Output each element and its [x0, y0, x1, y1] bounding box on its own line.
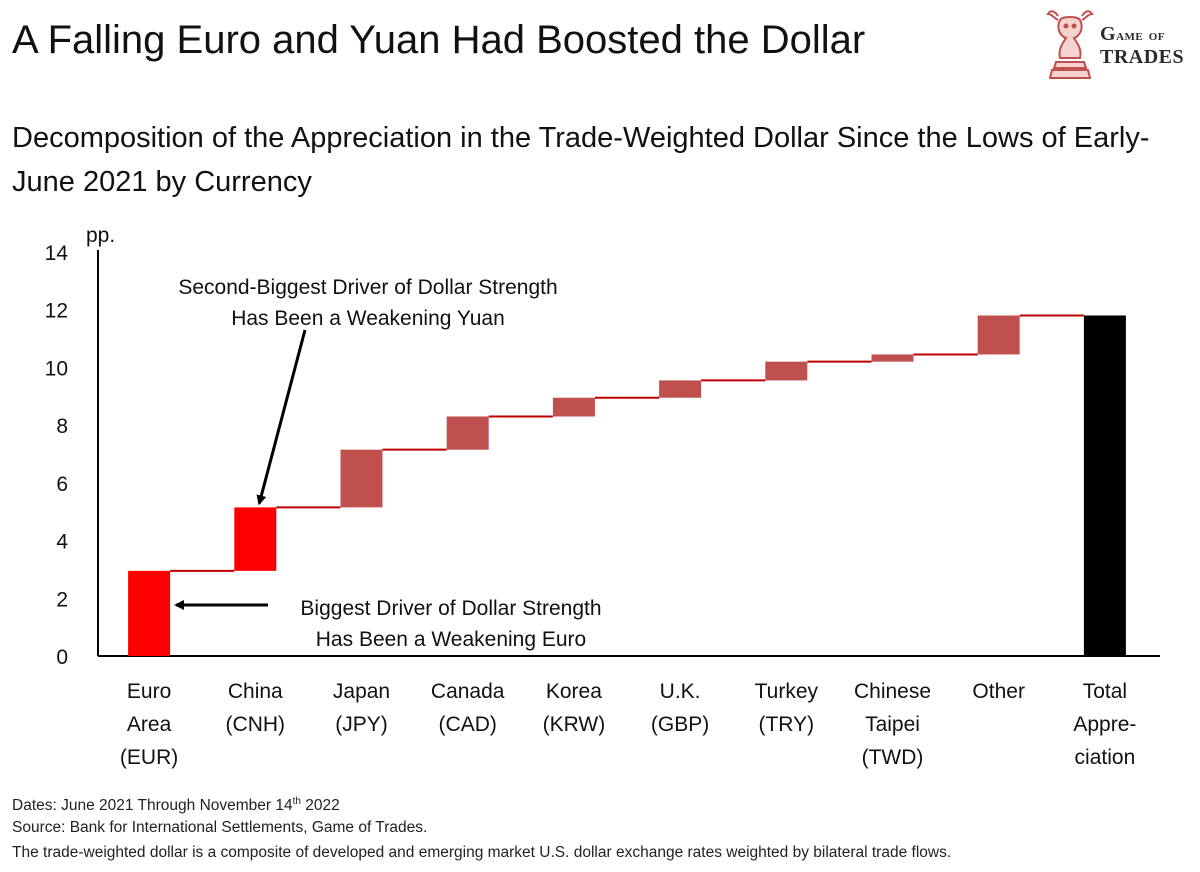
y-tick-label: 2 — [56, 588, 68, 611]
x-tick-label: Chinese — [854, 680, 931, 703]
y-unit-label: pp. — [86, 224, 115, 247]
waterfall-bar — [765, 361, 808, 381]
chart-subtitle: Decomposition of the Appreciation in the… — [12, 122, 1150, 198]
chess-knight-bull-icon — [1046, 10, 1094, 79]
waterfall-bar — [552, 397, 595, 417]
x-tick-label: Appre- — [1073, 713, 1136, 736]
x-tick-label: U.K. — [660, 680, 701, 703]
footer-dates: Dates: June 2021 Through November 14th 2… — [12, 796, 340, 815]
waterfall-bar — [446, 416, 489, 450]
annotation-euro-text: Has Been a Weakening Euro — [316, 628, 586, 651]
annotation-euro-text: Biggest Driver of Dollar Strength — [300, 597, 601, 620]
footer-source: Source: Bank for International Settlemen… — [12, 819, 428, 836]
x-tick-label: Total — [1083, 680, 1127, 703]
x-tick-label: Taipei — [865, 713, 920, 736]
x-tick-label: Area — [127, 713, 172, 736]
x-tick-label: (GBP) — [651, 713, 709, 736]
y-tick-label: 0 — [56, 646, 68, 669]
footer-note: The trade-weighted dollar is a composite… — [12, 844, 952, 861]
annotation-yuan-arrow — [256, 329, 307, 506]
x-tick-label: Turkey — [755, 680, 819, 703]
x-tick-label: Korea — [546, 680, 602, 703]
x-tick-label: Other — [972, 680, 1025, 703]
y-tick-label: 10 — [45, 357, 68, 380]
x-tick-label: Canada — [431, 680, 505, 703]
waterfall-bar — [871, 354, 914, 362]
x-tick-label: ciation — [1075, 746, 1136, 769]
waterfall-bar — [128, 570, 171, 656]
y-tick-label: 8 — [56, 415, 68, 438]
annotation-yuan-text: Has Been a Weakening Yuan — [231, 307, 505, 330]
chart-title: A Falling Euro and Yuan Had Boosted the … — [12, 18, 866, 62]
waterfall-bar — [659, 380, 702, 398]
waterfall-bar — [1083, 315, 1126, 656]
waterfall-bar — [977, 315, 1020, 355]
annotation-yuan-text: Second-Biggest Driver of Dollar Strength — [178, 276, 557, 299]
x-tick-label: (EUR) — [120, 746, 178, 769]
x-tick-label: Japan — [333, 680, 390, 703]
y-tick-label: 4 — [56, 531, 68, 554]
y-tick-label: 14 — [45, 242, 69, 265]
x-tick-label: (KRW) — [543, 713, 606, 736]
x-tick-label: (CNH) — [226, 713, 285, 736]
y-tick-label: 12 — [45, 300, 68, 323]
waterfall-bar — [234, 507, 277, 571]
brand-logo: GAME OF TRADES — [1044, 6, 1194, 84]
x-tick-label: (CAD) — [439, 713, 497, 736]
x-tick-label: Euro — [127, 680, 171, 703]
waterfall-bar — [340, 449, 383, 508]
logo-wordmark: GAME OF TRADES — [1100, 23, 1185, 68]
y-tick-label: 6 — [56, 473, 68, 496]
x-tick-label: China — [228, 680, 283, 703]
x-tick-label: (TRY) — [758, 713, 814, 736]
x-tick-label: (JPY) — [335, 713, 388, 736]
x-tick-label: (TWD) — [862, 746, 924, 769]
